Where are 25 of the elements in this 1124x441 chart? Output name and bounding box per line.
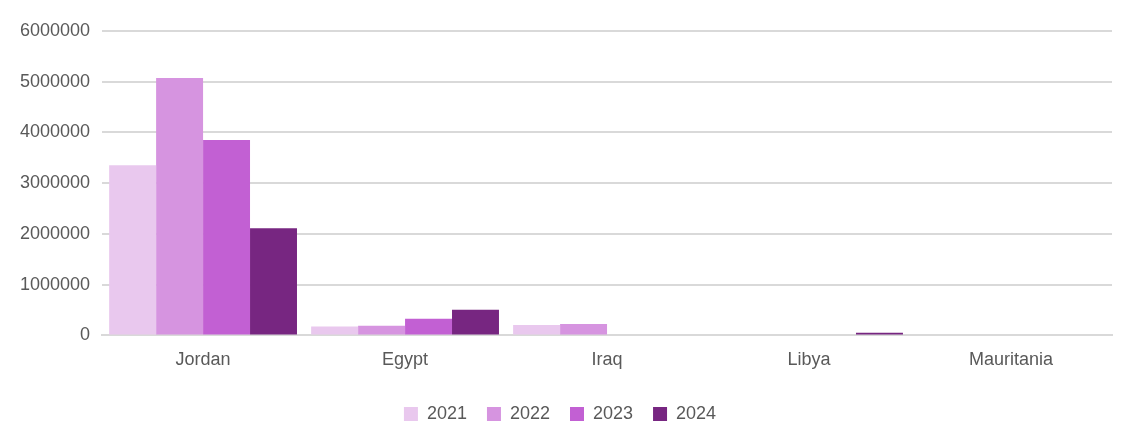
bar <box>203 139 251 335</box>
legend-label: 2024 <box>676 402 717 423</box>
bar <box>109 165 157 335</box>
y-tick-label: 5000000 <box>20 70 91 91</box>
y-tick-label: 6000000 <box>20 19 91 40</box>
bar <box>156 78 204 335</box>
y-tick-label: 0 <box>80 324 91 345</box>
bar <box>513 324 561 335</box>
x-tick-label: Mauritania <box>968 349 1055 370</box>
x-tick-label: Jordan <box>175 349 231 370</box>
y-tick-label: 2000000 <box>20 222 91 243</box>
bar <box>560 323 608 335</box>
bar <box>452 309 499 335</box>
x-tick-label: Egypt <box>382 349 429 370</box>
x-tick-label: Libya <box>787 349 832 370</box>
bar <box>358 325 406 335</box>
y-tick-label: 3000000 <box>20 172 91 193</box>
bar <box>250 228 297 335</box>
legend-label: 2022 <box>509 402 550 423</box>
x-tick-label: Iraq <box>591 349 623 370</box>
y-tick-label: 1000000 <box>20 273 91 294</box>
bar <box>405 318 453 335</box>
legend-label: 2021 <box>426 402 467 423</box>
y-tick-label: 4000000 <box>20 121 91 142</box>
legend-label: 2023 <box>593 402 634 423</box>
